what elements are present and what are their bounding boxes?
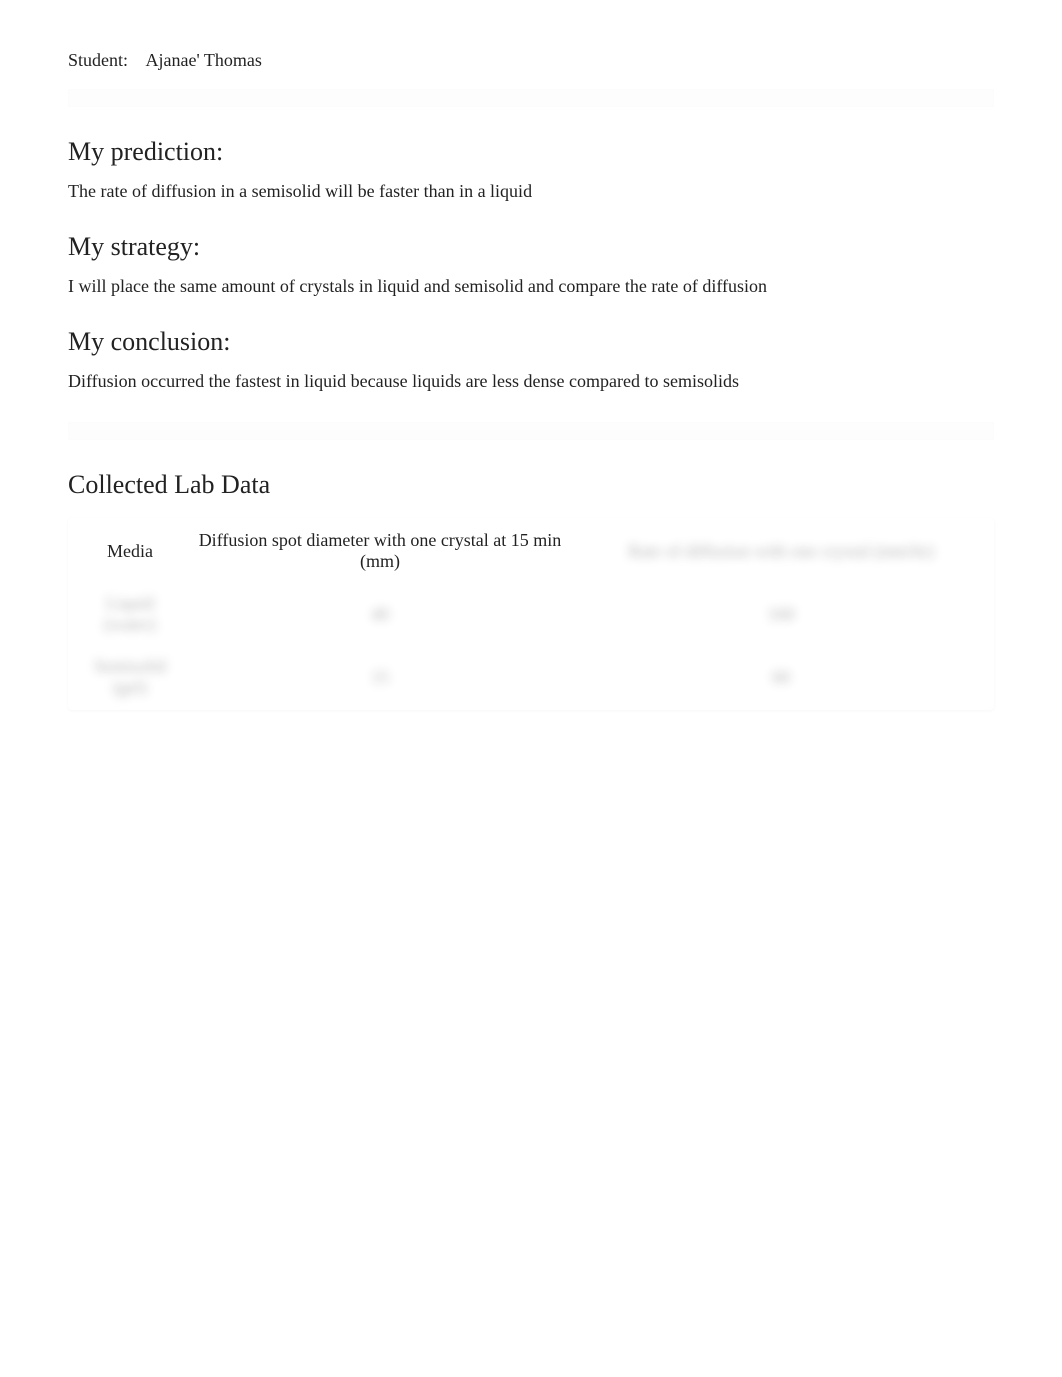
col-rate-header: Rate of diffusion with one crystal (mm/h…: [570, 520, 992, 582]
table-header-row: Media Diffusion spot diameter with one c…: [70, 520, 992, 582]
table-row: Semisolid (gel) 15 60: [70, 645, 992, 708]
lab-data-table: Media Diffusion spot diameter with one c…: [70, 520, 992, 708]
cell-media-0: Liquid (water): [70, 582, 190, 645]
cell-rate-0: 160: [570, 582, 992, 645]
table-row: Liquid (water) 40 160: [70, 582, 992, 645]
student-name: Ajanae' Thomas: [146, 50, 262, 70]
prediction-text: The rate of diffusion in a semisolid wil…: [68, 181, 994, 202]
cell-diameter-1: 15: [190, 645, 570, 708]
prediction-heading: My prediction:: [68, 137, 994, 167]
strategy-text: I will place the same amount of crystals…: [68, 276, 994, 297]
cell-media-1: Semisolid (gel): [70, 645, 190, 708]
col-media-header: Media: [70, 520, 190, 582]
cell-rate-1: 60: [570, 645, 992, 708]
divider-mid: [68, 422, 994, 440]
cell-diameter-0: 40: [190, 582, 570, 645]
student-line: Student: Ajanae' Thomas: [68, 50, 994, 71]
conclusion-heading: My conclusion:: [68, 327, 994, 357]
lab-data-table-wrap: Media Diffusion spot diameter with one c…: [68, 518, 994, 710]
strategy-heading: My strategy:: [68, 232, 994, 262]
student-label: Student:: [68, 50, 128, 70]
divider-top: [68, 89, 994, 107]
lab-data-heading: Collected Lab Data: [68, 470, 994, 500]
conclusion-text: Diffusion occurred the fastest in liquid…: [68, 371, 994, 392]
col-diameter-header: Diffusion spot diameter with one crystal…: [190, 520, 570, 582]
